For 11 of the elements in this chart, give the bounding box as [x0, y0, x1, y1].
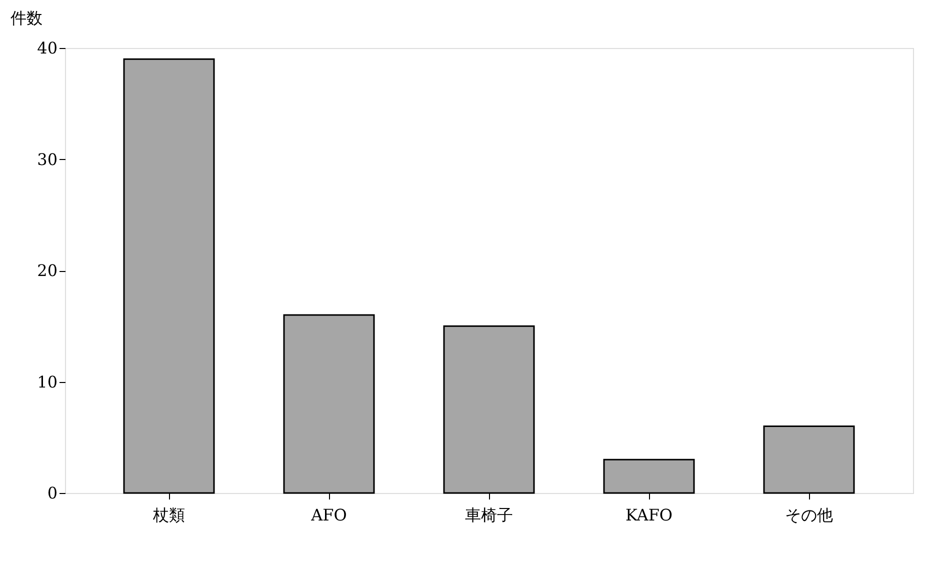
- x-tick-label: 杖類: [152, 506, 185, 524]
- y-tick-label: 0: [47, 484, 58, 502]
- x-tick-label: KAFO: [625, 506, 673, 524]
- y-tick-label: 10: [37, 372, 58, 392]
- x-tick-label: 車椅子: [465, 506, 513, 524]
- y-tick-label: 20: [37, 261, 58, 280]
- y-tick-label: 30: [37, 150, 58, 169]
- x-tick-label: その他: [785, 506, 833, 524]
- y-tick-label: 40: [37, 38, 58, 58]
- x-tick-label: AFO: [310, 506, 347, 524]
- y-axis-title: 件数: [10, 8, 42, 28]
